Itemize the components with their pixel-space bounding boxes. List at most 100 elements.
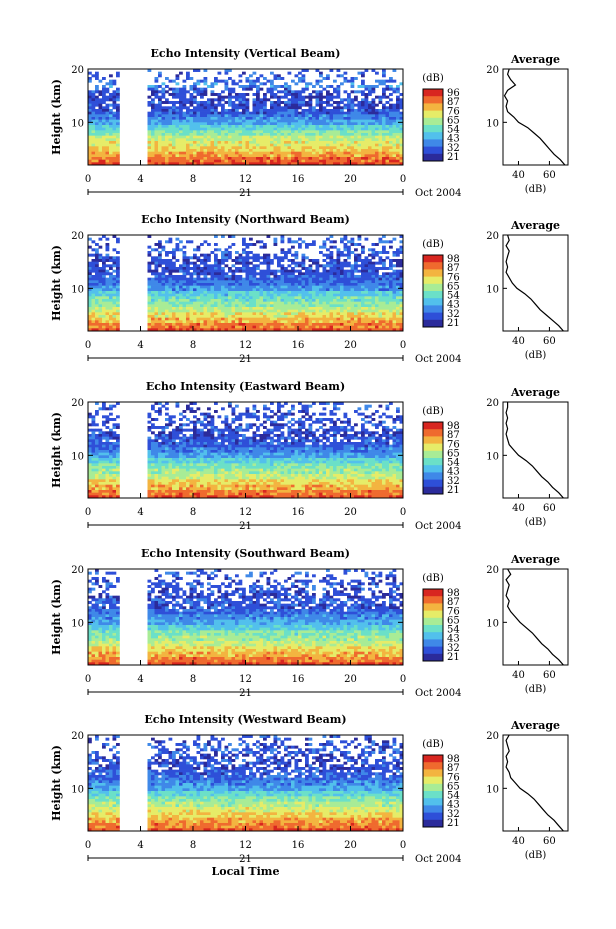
heatmap-cell: [259, 325, 264, 329]
heatmap-cell: [158, 259, 162, 262]
heatmap-cell: [305, 269, 309, 273]
heatmap-cell: [203, 146, 208, 150]
heatmap-cell: [326, 135, 330, 139]
heatmap-cell: [161, 159, 166, 163]
heatmap-cell: [357, 275, 362, 278]
heatmap-cell: [175, 133, 180, 136]
heatmap-cell: [294, 293, 299, 297]
heatmap-cell: [217, 133, 222, 136]
heatmap-cell: [214, 272, 218, 276]
heatmap-cell: [287, 85, 292, 88]
heatmap-cell: [91, 154, 96, 158]
heatmap-cell: [256, 95, 260, 99]
heatmap-cell: [350, 285, 355, 289]
heatmap-cell: [308, 125, 313, 128]
heatmap-cell: [165, 277, 169, 281]
heatmap-cell: [91, 439, 96, 443]
heatmap-cell: [245, 261, 250, 265]
heatmap-cell: [228, 253, 232, 257]
heatmap-cell: [357, 304, 362, 308]
heatmap-cell: [263, 93, 267, 96]
heatmap-cell: [217, 146, 222, 150]
heatmap-cell: [294, 135, 299, 139]
heatmap-cell: [294, 240, 299, 244]
heatmap-cell: [175, 259, 180, 262]
heatmap-cell: [165, 320, 169, 324]
heatmap-cell: [291, 299, 295, 302]
heatmap-cell: [357, 117, 362, 120]
heatmap-cell: [263, 317, 267, 321]
heatmap-cell: [98, 93, 103, 96]
heatmap-cell: [270, 283, 274, 286]
heatmap-cell: [266, 154, 271, 158]
heatmap-cell: [182, 122, 187, 126]
heatmap-cell: [287, 130, 292, 134]
heatmap-cell: [399, 125, 404, 128]
heatmap-cell: [235, 162, 239, 166]
heatmap-cell: [158, 299, 162, 302]
heatmap-cell: [336, 122, 341, 126]
heatmap-cell: [273, 237, 278, 241]
heatmap-cell: [105, 245, 110, 249]
heatmap-cell: [179, 114, 183, 118]
heatmap-cell: [228, 285, 232, 289]
heatmap-cell: [95, 77, 99, 80]
heatmap-cell: [291, 320, 295, 324]
heatmap-cell: [147, 317, 152, 321]
heatmap-cell: [179, 87, 183, 91]
heatmap-cell: [336, 288, 341, 292]
heatmap-cell: [329, 149, 334, 152]
heatmap-cell: [214, 309, 218, 313]
heatmap-cell: [280, 114, 285, 118]
heatmap-cell: [165, 149, 169, 152]
heatmap-cell: [235, 288, 239, 292]
heatmap-cell: [284, 114, 288, 118]
heatmap-cell: [88, 159, 92, 163]
heatmap-cell: [315, 95, 320, 99]
heatmap-cell: [98, 450, 103, 453]
heatmap-cell: [382, 159, 386, 163]
heatmap-cell: [343, 293, 348, 297]
heatmap-cell: [95, 98, 99, 102]
heatmap-cell: [175, 119, 180, 123]
heatmap-cell: [214, 162, 218, 166]
heatmap-cell: [231, 130, 236, 134]
heatmap-cell: [273, 138, 278, 142]
heatmap-cell: [179, 264, 183, 268]
heatmap-cell: [301, 141, 306, 144]
heatmap-cell: [308, 119, 313, 123]
heatmap-cell: [203, 261, 208, 265]
heatmap-cell: [270, 162, 274, 166]
heatmap-cell: [301, 135, 306, 139]
heatmap-cell: [116, 103, 120, 107]
heatmap-cell: [280, 122, 285, 126]
heatmap-cell: [214, 111, 218, 115]
heatmap-cell: [329, 127, 334, 131]
heatmap-cell: [210, 101, 215, 104]
heatmap-cell: [336, 154, 341, 158]
heatmap-cell: [102, 259, 106, 262]
heatmap-cell: [361, 135, 365, 139]
heatmap-cell: [312, 122, 316, 126]
heatmap-cell: [347, 146, 351, 150]
heatmap-cell: [158, 133, 162, 136]
heatmap-cell: [175, 320, 180, 324]
heatmap-cell: [98, 253, 103, 257]
heatmap-cell: [105, 309, 110, 313]
heatmap-cell: [200, 325, 204, 329]
heatmap-cell: [98, 106, 103, 110]
heatmap-cell: [301, 151, 306, 155]
heatmap-cell: [329, 117, 334, 120]
heatmap-cell: [154, 133, 159, 136]
heatmap-cell: [354, 288, 358, 292]
heatmap-cell: [266, 79, 271, 83]
heatmap-cell: [308, 275, 313, 278]
heatmap-cell: [238, 138, 243, 142]
heatmap-cell: [242, 296, 246, 300]
heatmap-cell: [368, 293, 372, 297]
heatmap-cell: [116, 317, 120, 321]
heatmap-cell: [266, 301, 271, 305]
heatmap-cell: [371, 159, 376, 163]
heatmap-cell: [245, 293, 250, 297]
heatmap-cell: [172, 283, 176, 286]
